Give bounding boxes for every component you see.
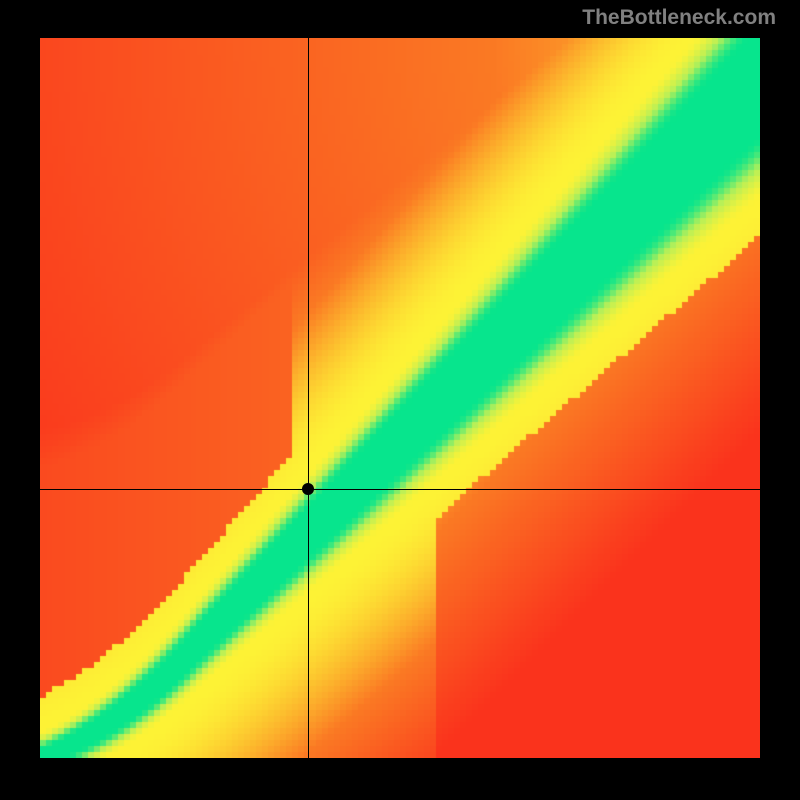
chart-container: TheBottleneck.com: [0, 0, 800, 800]
watermark-text: TheBottleneck.com: [582, 6, 776, 30]
heatmap-canvas: [40, 38, 760, 758]
crosshair-marker-dot: [302, 483, 314, 495]
crosshair-horizontal: [40, 489, 760, 490]
plot-area: [40, 38, 760, 758]
crosshair-vertical: [308, 38, 309, 758]
